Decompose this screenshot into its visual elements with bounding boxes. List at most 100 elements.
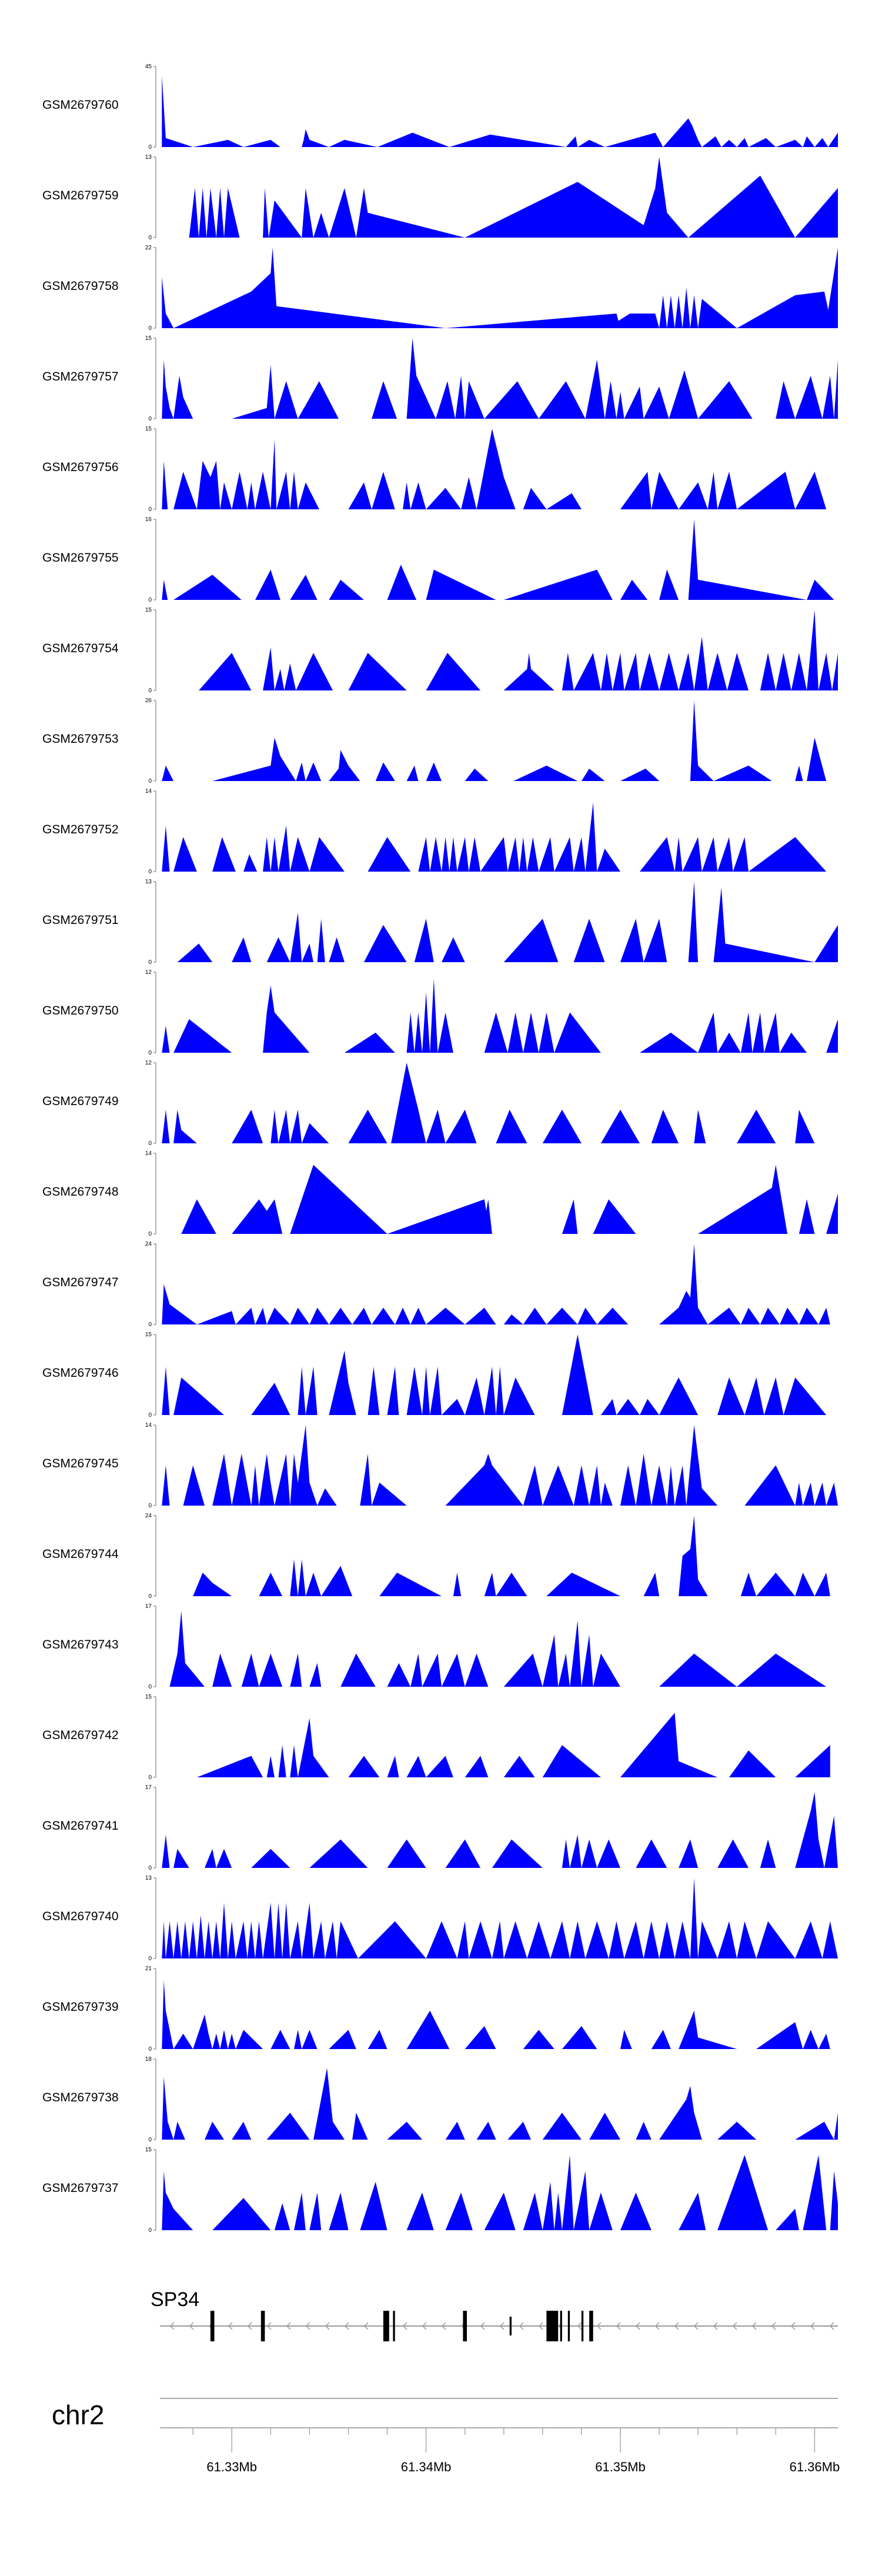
strand-arrow bbox=[790, 2322, 796, 2330]
y-axis-max-label: 24 bbox=[145, 1513, 152, 1519]
strand-arrow bbox=[810, 2322, 815, 2330]
coverage-area bbox=[162, 1980, 830, 2049]
y-axis-max-label: 45 bbox=[145, 64, 152, 70]
y-axis-min-label: 0 bbox=[148, 1231, 152, 1237]
coverage-area bbox=[162, 75, 838, 147]
coverage-area bbox=[162, 1878, 838, 1958]
y-axis-min-label: 0 bbox=[148, 1140, 152, 1147]
coverage-area bbox=[193, 1516, 830, 1596]
coverage-area bbox=[162, 1792, 838, 1868]
track-label: GSM2679750 bbox=[42, 1004, 119, 1017]
exon bbox=[567, 2311, 570, 2341]
strand-arrow bbox=[169, 2322, 175, 2330]
exon bbox=[260, 2311, 265, 2341]
track-label: GSM2679760 bbox=[42, 98, 119, 112]
y-axis-max-label: 17 bbox=[145, 1784, 152, 1791]
strand-arrow bbox=[305, 2322, 310, 2330]
track-GSM2679740: GSM2679740 13 0 bbox=[42, 1875, 838, 1962]
y-axis-min-label: 0 bbox=[148, 1412, 152, 1419]
strand-arrow bbox=[519, 2322, 524, 2330]
y-axis-min-label: 0 bbox=[148, 1774, 152, 1781]
track-label: GSM2679752 bbox=[42, 823, 119, 836]
y-axis-min-label: 0 bbox=[148, 597, 152, 603]
y-axis-max-label: 13 bbox=[145, 879, 152, 885]
track-label: GSM2679756 bbox=[42, 461, 119, 474]
y-axis-max-label: 22 bbox=[145, 245, 152, 251]
track-GSM2679739: GSM2679739 21 0 bbox=[42, 1966, 830, 2053]
exon bbox=[387, 2311, 389, 2341]
y-axis-min-label: 0 bbox=[148, 416, 152, 422]
y-axis-max-label: 21 bbox=[145, 1966, 152, 1972]
exon bbox=[546, 2311, 559, 2341]
coverage-area bbox=[196, 1713, 830, 1777]
strand-arrow bbox=[751, 2322, 757, 2330]
strand-arrow bbox=[538, 2322, 543, 2330]
y-axis-min-label: 0 bbox=[148, 325, 152, 332]
track-GSM2679738: GSM2679738 18 0 bbox=[42, 2056, 838, 2143]
track-label: GSM2679744 bbox=[42, 1547, 119, 1561]
track-GSM2679752: GSM2679752 14 0 bbox=[42, 788, 827, 875]
track-GSM2679748: GSM2679748 14 0 bbox=[42, 1150, 838, 1237]
strand-arrow bbox=[654, 2322, 660, 2330]
track-label: GSM2679758 bbox=[42, 279, 119, 293]
track-GSM2679744: GSM2679744 24 0 bbox=[42, 1513, 830, 1600]
y-axis-min-label: 0 bbox=[148, 959, 152, 966]
strand-arrow bbox=[344, 2322, 349, 2330]
y-axis-min-label: 0 bbox=[148, 688, 152, 694]
track-GSM2679746: GSM2679746 15 0 bbox=[42, 1332, 827, 1419]
track-label: GSM2679754 bbox=[42, 642, 119, 655]
y-axis-max-label: 17 bbox=[145, 1603, 152, 1610]
strand-arrow bbox=[189, 2322, 194, 2330]
coverage-area bbox=[162, 338, 838, 419]
track-GSM2679743: GSM2679743 17 0 bbox=[42, 1603, 827, 1690]
y-axis-max-label: 16 bbox=[145, 516, 152, 523]
y-axis-min-label: 0 bbox=[148, 778, 152, 785]
strand-arrow bbox=[441, 2322, 446, 2330]
coverage-area bbox=[189, 157, 838, 238]
coverage-area bbox=[177, 882, 838, 962]
track-label: GSM2679745 bbox=[42, 1457, 119, 1470]
y-axis-min-label: 0 bbox=[148, 869, 152, 875]
exon bbox=[383, 2311, 387, 2341]
axis-ticks: 61.33Mb 61.34Mb 61.35Mb 61.36Mb bbox=[192, 2428, 840, 2474]
track-label: GSM2679749 bbox=[42, 1095, 119, 1108]
y-axis-min-label: 0 bbox=[148, 1593, 152, 1600]
y-axis-max-label: 13 bbox=[145, 1875, 152, 1881]
track-label: GSM2679748 bbox=[42, 1185, 119, 1199]
y-axis-min-label: 0 bbox=[148, 235, 152, 241]
y-axis-max-label: 26 bbox=[145, 698, 152, 704]
exon bbox=[560, 2311, 562, 2341]
y-axis-min-label: 0 bbox=[148, 1503, 152, 1509]
y-axis-max-label: 12 bbox=[145, 969, 152, 976]
y-axis-max-label: 15 bbox=[145, 607, 152, 613]
coverage-area bbox=[162, 248, 838, 328]
tick-label: 61.34Mb bbox=[401, 2460, 452, 2474]
tick-label: 61.33Mb bbox=[206, 2460, 257, 2474]
track-label: GSM2679739 bbox=[42, 2000, 119, 2014]
gene-track: SP34 bbox=[151, 2288, 838, 2341]
track-label: GSM2679755 bbox=[42, 551, 119, 565]
coverage-area bbox=[162, 519, 838, 600]
y-axis-min-label: 0 bbox=[148, 1865, 152, 1871]
track-GSM2679745: GSM2679745 14 0 bbox=[42, 1422, 838, 1509]
track-GSM2679737: GSM2679737 15 0 bbox=[42, 2147, 838, 2234]
y-axis-min-label: 0 bbox=[148, 2227, 152, 2234]
y-axis-max-label: 15 bbox=[145, 2147, 152, 2153]
strand-arrow bbox=[577, 2322, 582, 2330]
track-label: GSM2679738 bbox=[42, 2091, 119, 2104]
y-axis-max-label: 18 bbox=[145, 2056, 152, 2063]
strand-arrow bbox=[266, 2322, 272, 2330]
y-axis-max-label: 13 bbox=[145, 154, 152, 161]
track-GSM2679741: GSM2679741 17 0 bbox=[42, 1784, 838, 1871]
y-axis-max-label: 12 bbox=[145, 1060, 152, 1066]
y-axis-min-label: 0 bbox=[148, 2137, 152, 2143]
exon bbox=[393, 2311, 395, 2341]
strand-arrow bbox=[635, 2322, 640, 2330]
y-axis-max-label: 15 bbox=[145, 1694, 152, 1700]
y-axis-min-label: 0 bbox=[148, 1322, 152, 1328]
track-GSM2679742: GSM2679742 15 0 bbox=[42, 1694, 830, 1781]
strand-arrow bbox=[499, 2322, 505, 2330]
y-axis-min-label: 0 bbox=[148, 1050, 152, 1056]
coverage-area bbox=[162, 979, 838, 1053]
strand-arrow bbox=[402, 2322, 407, 2330]
